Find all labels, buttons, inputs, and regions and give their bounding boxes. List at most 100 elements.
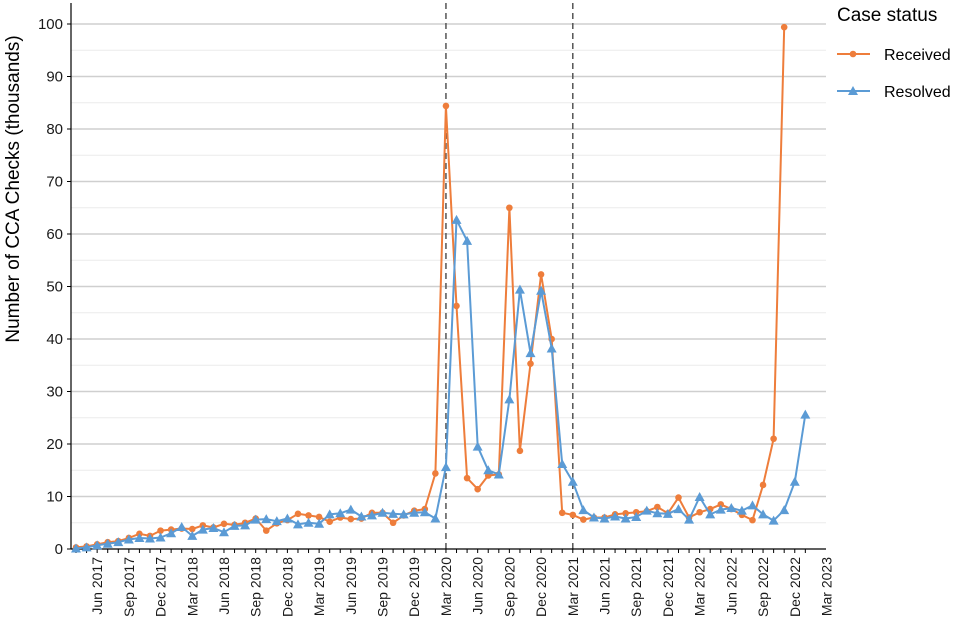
- data-point: [262, 527, 270, 534]
- data-point: [768, 515, 779, 525]
- data-point: [229, 520, 240, 530]
- legend: Case status Received Resolved: [837, 5, 951, 101]
- data-point: [271, 516, 282, 526]
- data-point: [250, 514, 261, 524]
- data-point: [451, 214, 462, 224]
- data-point: [654, 503, 661, 511]
- data-point: [789, 476, 800, 486]
- data-point: [759, 481, 767, 489]
- data-point: [326, 518, 333, 525]
- data-point: [662, 508, 673, 518]
- data-point: [726, 503, 737, 513]
- data-point: [208, 523, 219, 532]
- data-point: [81, 542, 92, 552]
- data-point: [144, 533, 155, 543]
- legend-item: Received: [837, 47, 951, 64]
- x-tick-label: Mar 2023: [818, 557, 834, 616]
- data-point: [558, 509, 566, 517]
- data-point: [220, 520, 228, 528]
- data-point: [779, 505, 790, 515]
- data-point: [578, 505, 589, 515]
- data-point: [694, 492, 705, 502]
- data-point: [705, 509, 716, 519]
- data-point: [92, 540, 103, 550]
- data-point: [580, 516, 587, 523]
- axes: 0 10 20 30 40 50 60 70 80 90 100 Jun 2017 Sep 2017 De…: [38, 3, 834, 617]
- legend-label: Resolved: [884, 84, 951, 101]
- y-tick-label: 50: [46, 279, 63, 296]
- x-tick-label: Jun 2018: [216, 557, 232, 615]
- data-point: [736, 505, 747, 515]
- data-point: [684, 514, 695, 524]
- data-point: [71, 543, 81, 553]
- data-point: [356, 511, 367, 521]
- data-point: [462, 235, 473, 245]
- x-tick-label: Jun 2020: [470, 557, 486, 615]
- data-point: [442, 102, 450, 110]
- data-point: [102, 538, 113, 548]
- x-tick-label: Sep 2017: [121, 557, 137, 617]
- data-point: [546, 343, 557, 353]
- data-point: [294, 510, 302, 518]
- data-point: [261, 514, 272, 524]
- data-point: [430, 513, 441, 523]
- y-tick-label: 20: [46, 436, 63, 453]
- y-tick-label: 70: [46, 174, 63, 191]
- data-point: [749, 516, 756, 524]
- x-tick-label: Jun 2017: [89, 557, 105, 615]
- data-point: [187, 530, 198, 540]
- data-point: [176, 521, 187, 531]
- x-tick-label: Dec 2018: [279, 557, 295, 617]
- data-point: [514, 284, 525, 294]
- data-point: [717, 501, 725, 508]
- data-point: [377, 507, 388, 517]
- y-tick-label: 60: [46, 226, 63, 243]
- data-point: [197, 524, 208, 534]
- data-point: [453, 302, 460, 310]
- x-tick-label: Mar 2018: [184, 557, 200, 616]
- data-point: [292, 519, 303, 529]
- x-tick-label: Dec 2020: [533, 557, 549, 617]
- x-tick-label: Jun 2019: [343, 557, 359, 615]
- x-tick-label: Jun 2022: [723, 557, 739, 615]
- data-point: [620, 513, 631, 523]
- series-line: [75, 218, 807, 550]
- data-point: [504, 394, 515, 404]
- x-tick-label: Sep 2021: [628, 557, 644, 617]
- data-point: [463, 474, 471, 482]
- gridlines: [71, 23, 826, 524]
- data-point: [303, 517, 314, 527]
- y-tick-label: 80: [46, 121, 63, 138]
- data-point: [747, 500, 758, 510]
- data-point: [715, 504, 726, 514]
- data-point: [599, 513, 610, 523]
- data-point: [780, 23, 788, 31]
- data-point: [675, 494, 682, 501]
- data-point: [123, 534, 134, 544]
- data-point: [800, 409, 811, 419]
- y-axis-title: Number of CCA Checks (thousands): [3, 35, 24, 342]
- data-point: [134, 532, 145, 542]
- data-point: [536, 285, 547, 295]
- data-point: [157, 527, 164, 534]
- data-point: [366, 510, 377, 520]
- data-point: [516, 447, 524, 455]
- data-point: [472, 441, 483, 451]
- data-point: [557, 458, 568, 468]
- data-point: [188, 525, 196, 533]
- data-point: [483, 465, 494, 475]
- x-tick-label: Dec 2017: [153, 557, 169, 617]
- data-point: [673, 504, 684, 514]
- data-point: [440, 462, 451, 472]
- data-point: [388, 508, 399, 518]
- x-tick-label: Dec 2022: [787, 557, 803, 617]
- data-point: [345, 504, 356, 514]
- y-tick-label: 100: [38, 16, 63, 33]
- data-point: [155, 532, 166, 542]
- reference-lines: [445, 3, 574, 549]
- x-tick-label: Sep 2018: [248, 557, 264, 617]
- data-point: [389, 519, 397, 527]
- y-tick-label: 30: [46, 384, 63, 401]
- x-tick-label: Dec 2021: [660, 557, 676, 617]
